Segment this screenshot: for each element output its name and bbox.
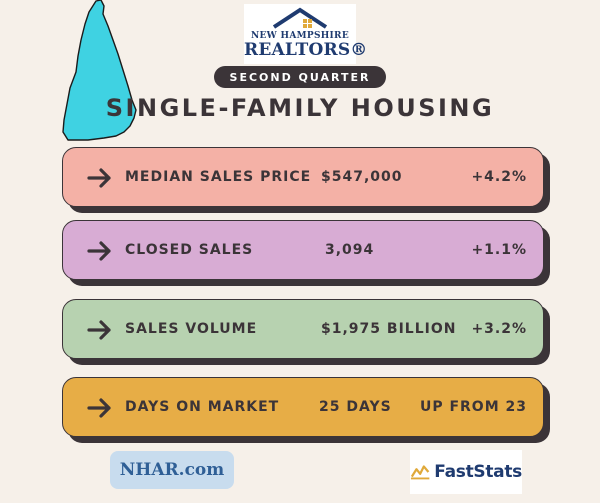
stat-value: $1,975 BILLION bbox=[321, 321, 457, 337]
stat-card: DAYS ON MARKET 25 DAYS UP FROM 23 bbox=[62, 377, 544, 437]
stat-label: SALES VOLUME bbox=[125, 321, 258, 337]
house-roof-icon bbox=[272, 7, 328, 29]
quarter-badge: SECOND QUARTER bbox=[214, 66, 386, 88]
stat-card: SALES VOLUME $1,975 BILLION +3.2% bbox=[62, 299, 544, 359]
arrow-right-icon bbox=[87, 168, 111, 188]
arrow-right-icon bbox=[87, 398, 111, 418]
stat-row-median-sales-price: MEDIAN SALES PRICE $547,000 +4.2% bbox=[62, 147, 550, 213]
arrow-right-icon bbox=[87, 241, 111, 261]
stat-change: +4.2% bbox=[471, 169, 527, 185]
page-title: SINGLE-FAMILY HOUSING bbox=[105, 94, 495, 122]
state-map-icon bbox=[62, 0, 137, 141]
stat-card: MEDIAN SALES PRICE $547,000 +4.2% bbox=[62, 147, 544, 207]
stat-row-closed-sales: CLOSED SALES 3,094 +1.1% bbox=[62, 220, 550, 286]
stat-value: $547,000 bbox=[321, 169, 403, 185]
arrow-right-icon bbox=[87, 320, 111, 340]
nh-realtors-logo: NEW HAMPSHIRE REALTORS® bbox=[244, 4, 368, 64]
nhar-site-link[interactable]: NHAR.com bbox=[110, 451, 234, 489]
stat-label: CLOSED SALES bbox=[125, 242, 254, 258]
stat-change: +3.2% bbox=[471, 321, 527, 337]
stat-value: 25 DAYS bbox=[319, 399, 392, 415]
stat-card: CLOSED SALES 3,094 +1.1% bbox=[62, 220, 544, 280]
stat-change: UP FROM 23 bbox=[419, 399, 527, 415]
stat-label: DAYS ON MARKET bbox=[125, 399, 280, 415]
stat-row-sales-volume: SALES VOLUME $1,975 BILLION +3.2% bbox=[62, 299, 550, 365]
stat-value: 3,094 bbox=[325, 242, 375, 258]
logo-line-2: REALTORS® bbox=[244, 40, 368, 60]
faststats-text: FastStats bbox=[434, 462, 522, 482]
faststats-logo: FastStats bbox=[410, 450, 522, 494]
stat-label: MEDIAN SALES PRICE bbox=[125, 169, 312, 185]
stat-row-days-on-market: DAYS ON MARKET 25 DAYS UP FROM 23 bbox=[62, 377, 550, 443]
logo-line-1: NEW HAMPSHIRE bbox=[251, 31, 349, 41]
stat-change: +1.1% bbox=[471, 242, 527, 258]
chart-line-icon bbox=[410, 465, 430, 480]
